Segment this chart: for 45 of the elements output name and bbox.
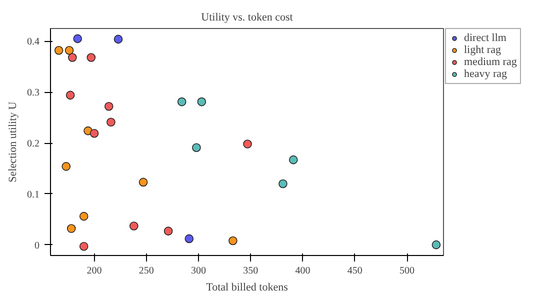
point: [432, 240, 441, 250]
point: [184, 234, 194, 244]
x-tick-label: 300: [191, 266, 206, 276]
x-tick-label: 350: [243, 266, 258, 276]
point: [86, 53, 96, 62]
point: [79, 212, 88, 221]
point: [114, 34, 123, 44]
y-tick-label: 0: [34, 240, 40, 252]
y-tick-label: 0.1: [27, 189, 40, 200]
point: [54, 46, 64, 55]
point: [138, 178, 148, 187]
point: [288, 155, 298, 164]
x-tick-label: 500: [400, 266, 415, 276]
point: [278, 179, 288, 188]
y-axis-title: Selection utility U: [7, 102, 19, 182]
point: [73, 34, 82, 44]
point: [66, 224, 76, 233]
point: [106, 118, 116, 127]
y-tick-label: 0.3: [27, 88, 40, 99]
legend-label: heavy rag: [464, 68, 508, 80]
point: [64, 46, 74, 55]
x-tick-label: 250: [138, 266, 154, 276]
point: [129, 222, 138, 230]
y-tick-label: 0.4: [27, 36, 40, 48]
point: [90, 128, 99, 138]
x-axis-title: Total billed tokens: [206, 282, 288, 294]
chart-title: Utility vs. token cost: [201, 12, 293, 24]
point: [79, 242, 88, 251]
point: [164, 226, 173, 236]
point: [62, 162, 71, 171]
x-tick-label: 400: [295, 266, 310, 276]
x-tick-label: 450: [347, 266, 362, 276]
legend-label: light rag: [464, 44, 501, 56]
point: [192, 143, 201, 152]
point: [104, 102, 114, 111]
point: [177, 97, 186, 106]
legend-label: medium rag: [464, 56, 517, 68]
y-tick-label: 0.2: [27, 138, 40, 150]
point: [197, 97, 206, 106]
point: [243, 140, 252, 148]
point: [228, 236, 238, 246]
point: [68, 53, 77, 62]
legend-label: direct llm: [464, 32, 506, 44]
point: [66, 90, 75, 100]
x-tick-label: 200: [86, 266, 102, 276]
